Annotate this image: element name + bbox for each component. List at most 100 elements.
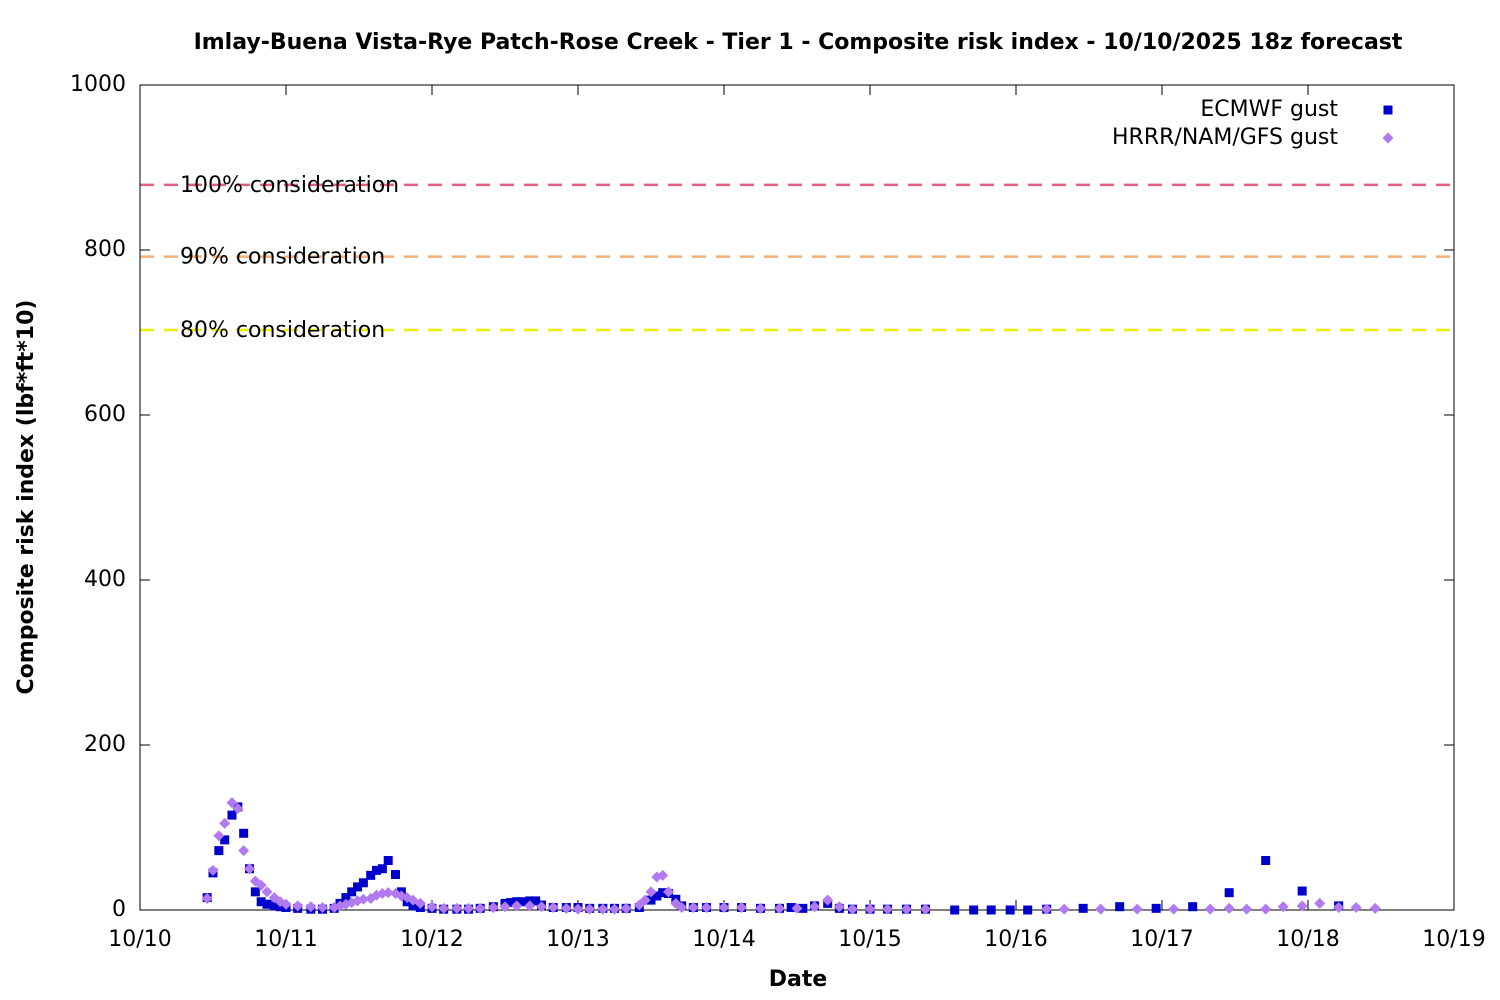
- data-point: [358, 878, 368, 888]
- data-point: [292, 900, 304, 912]
- data-point: [366, 870, 376, 880]
- data-point: [1078, 903, 1088, 913]
- data-point: [1261, 856, 1271, 865]
- data-point: [341, 893, 351, 903]
- data-point: [969, 905, 979, 915]
- data-point: [1369, 902, 1381, 914]
- data-point: [220, 835, 230, 845]
- reference-label: 100% consideration: [180, 173, 399, 198]
- data-point: [1277, 901, 1289, 913]
- x-tick-label: 10/14: [692, 927, 755, 952]
- data-point: [652, 891, 662, 901]
- data-point: [518, 897, 528, 907]
- data-point: [950, 905, 960, 915]
- data-point: [718, 902, 730, 914]
- data-point: [639, 894, 651, 906]
- data-point: [597, 903, 609, 915]
- data-point: [280, 898, 292, 910]
- y-tick-label: 1000: [70, 72, 126, 97]
- x-axis-title: Date: [769, 967, 828, 992]
- data-point: [391, 870, 400, 880]
- data-point: [269, 901, 279, 911]
- data-point: [646, 895, 656, 905]
- data-point: [451, 902, 463, 914]
- x-tick-label: 10/18: [1276, 927, 1339, 952]
- data-point: [560, 902, 572, 914]
- data-point: [262, 899, 272, 909]
- legend-label: ECMWF gust: [1200, 97, 1338, 122]
- data-point: [609, 903, 620, 915]
- data-point: [256, 897, 266, 907]
- data-point: [1023, 905, 1033, 915]
- y-tick-label: 400: [84, 567, 126, 592]
- data-point: [353, 882, 363, 892]
- data-point: [250, 887, 260, 897]
- data-point: [833, 901, 845, 913]
- data-point: [1095, 903, 1107, 915]
- data-point: [645, 886, 657, 898]
- data-point: [383, 856, 393, 865]
- data-point: [506, 898, 516, 908]
- data-point: [676, 902, 688, 914]
- data-point: [474, 902, 486, 914]
- data-point: [864, 903, 876, 915]
- data-point: [1224, 888, 1234, 898]
- data-point: [1350, 902, 1362, 914]
- data-point: [822, 894, 834, 906]
- data-point: [882, 903, 894, 915]
- data-point: [791, 902, 803, 914]
- data-point: [317, 902, 328, 914]
- y-axis-title: Composite risk index (lbf*ft*10): [14, 300, 39, 695]
- data-point: [547, 902, 559, 914]
- legend-label: HRRR/NAM/GFS gust: [1112, 125, 1338, 150]
- data-point: [919, 903, 931, 915]
- data-point: [1297, 886, 1307, 896]
- data-point: [238, 845, 250, 857]
- data-point: [1204, 903, 1216, 915]
- data-point: [214, 846, 224, 856]
- data-point: [1314, 897, 1326, 909]
- data-point: [382, 887, 394, 899]
- data-point: [347, 887, 357, 897]
- data-point: [207, 864, 219, 876]
- data-point: [901, 903, 912, 915]
- data-point: [1115, 902, 1125, 912]
- data-point: [658, 888, 668, 898]
- data-point: [426, 901, 438, 913]
- data-point: [773, 902, 785, 914]
- legend-marker: [1382, 132, 1394, 144]
- x-tick-label: 10/11: [254, 927, 317, 952]
- data-point: [572, 903, 584, 915]
- x-tick-label: 10/12: [400, 927, 463, 952]
- data-point: [232, 803, 244, 815]
- reference-label: 90% consideration: [180, 245, 385, 270]
- data-point: [414, 897, 426, 909]
- data-point: [408, 901, 418, 911]
- data-point: [531, 896, 541, 906]
- data-point: [657, 869, 669, 881]
- data-point: [755, 902, 766, 914]
- data-point: [1333, 902, 1345, 914]
- data-point: [261, 886, 273, 898]
- data-point: [201, 892, 213, 904]
- data-point: [357, 893, 369, 905]
- data-point: [219, 817, 231, 829]
- data-point: [809, 901, 821, 913]
- y-tick-label: 200: [84, 732, 126, 757]
- data-point: [244, 863, 255, 875]
- data-point: [1131, 903, 1143, 915]
- data-point: [1260, 903, 1272, 915]
- data-point: [1168, 903, 1180, 915]
- data-point: [226, 797, 238, 809]
- data-point: [372, 865, 382, 875]
- y-tick-label: 800: [84, 237, 126, 262]
- data-point: [986, 905, 996, 915]
- legend-marker: [1383, 105, 1393, 115]
- data-point: [1223, 902, 1235, 914]
- x-tick-label: 10/16: [984, 927, 1047, 952]
- y-tick-label: 0: [112, 897, 126, 922]
- data-point: [377, 864, 387, 874]
- data-point: [463, 902, 474, 914]
- x-tick-label: 10/19: [1422, 927, 1485, 952]
- x-tick-label: 10/10: [108, 927, 171, 952]
